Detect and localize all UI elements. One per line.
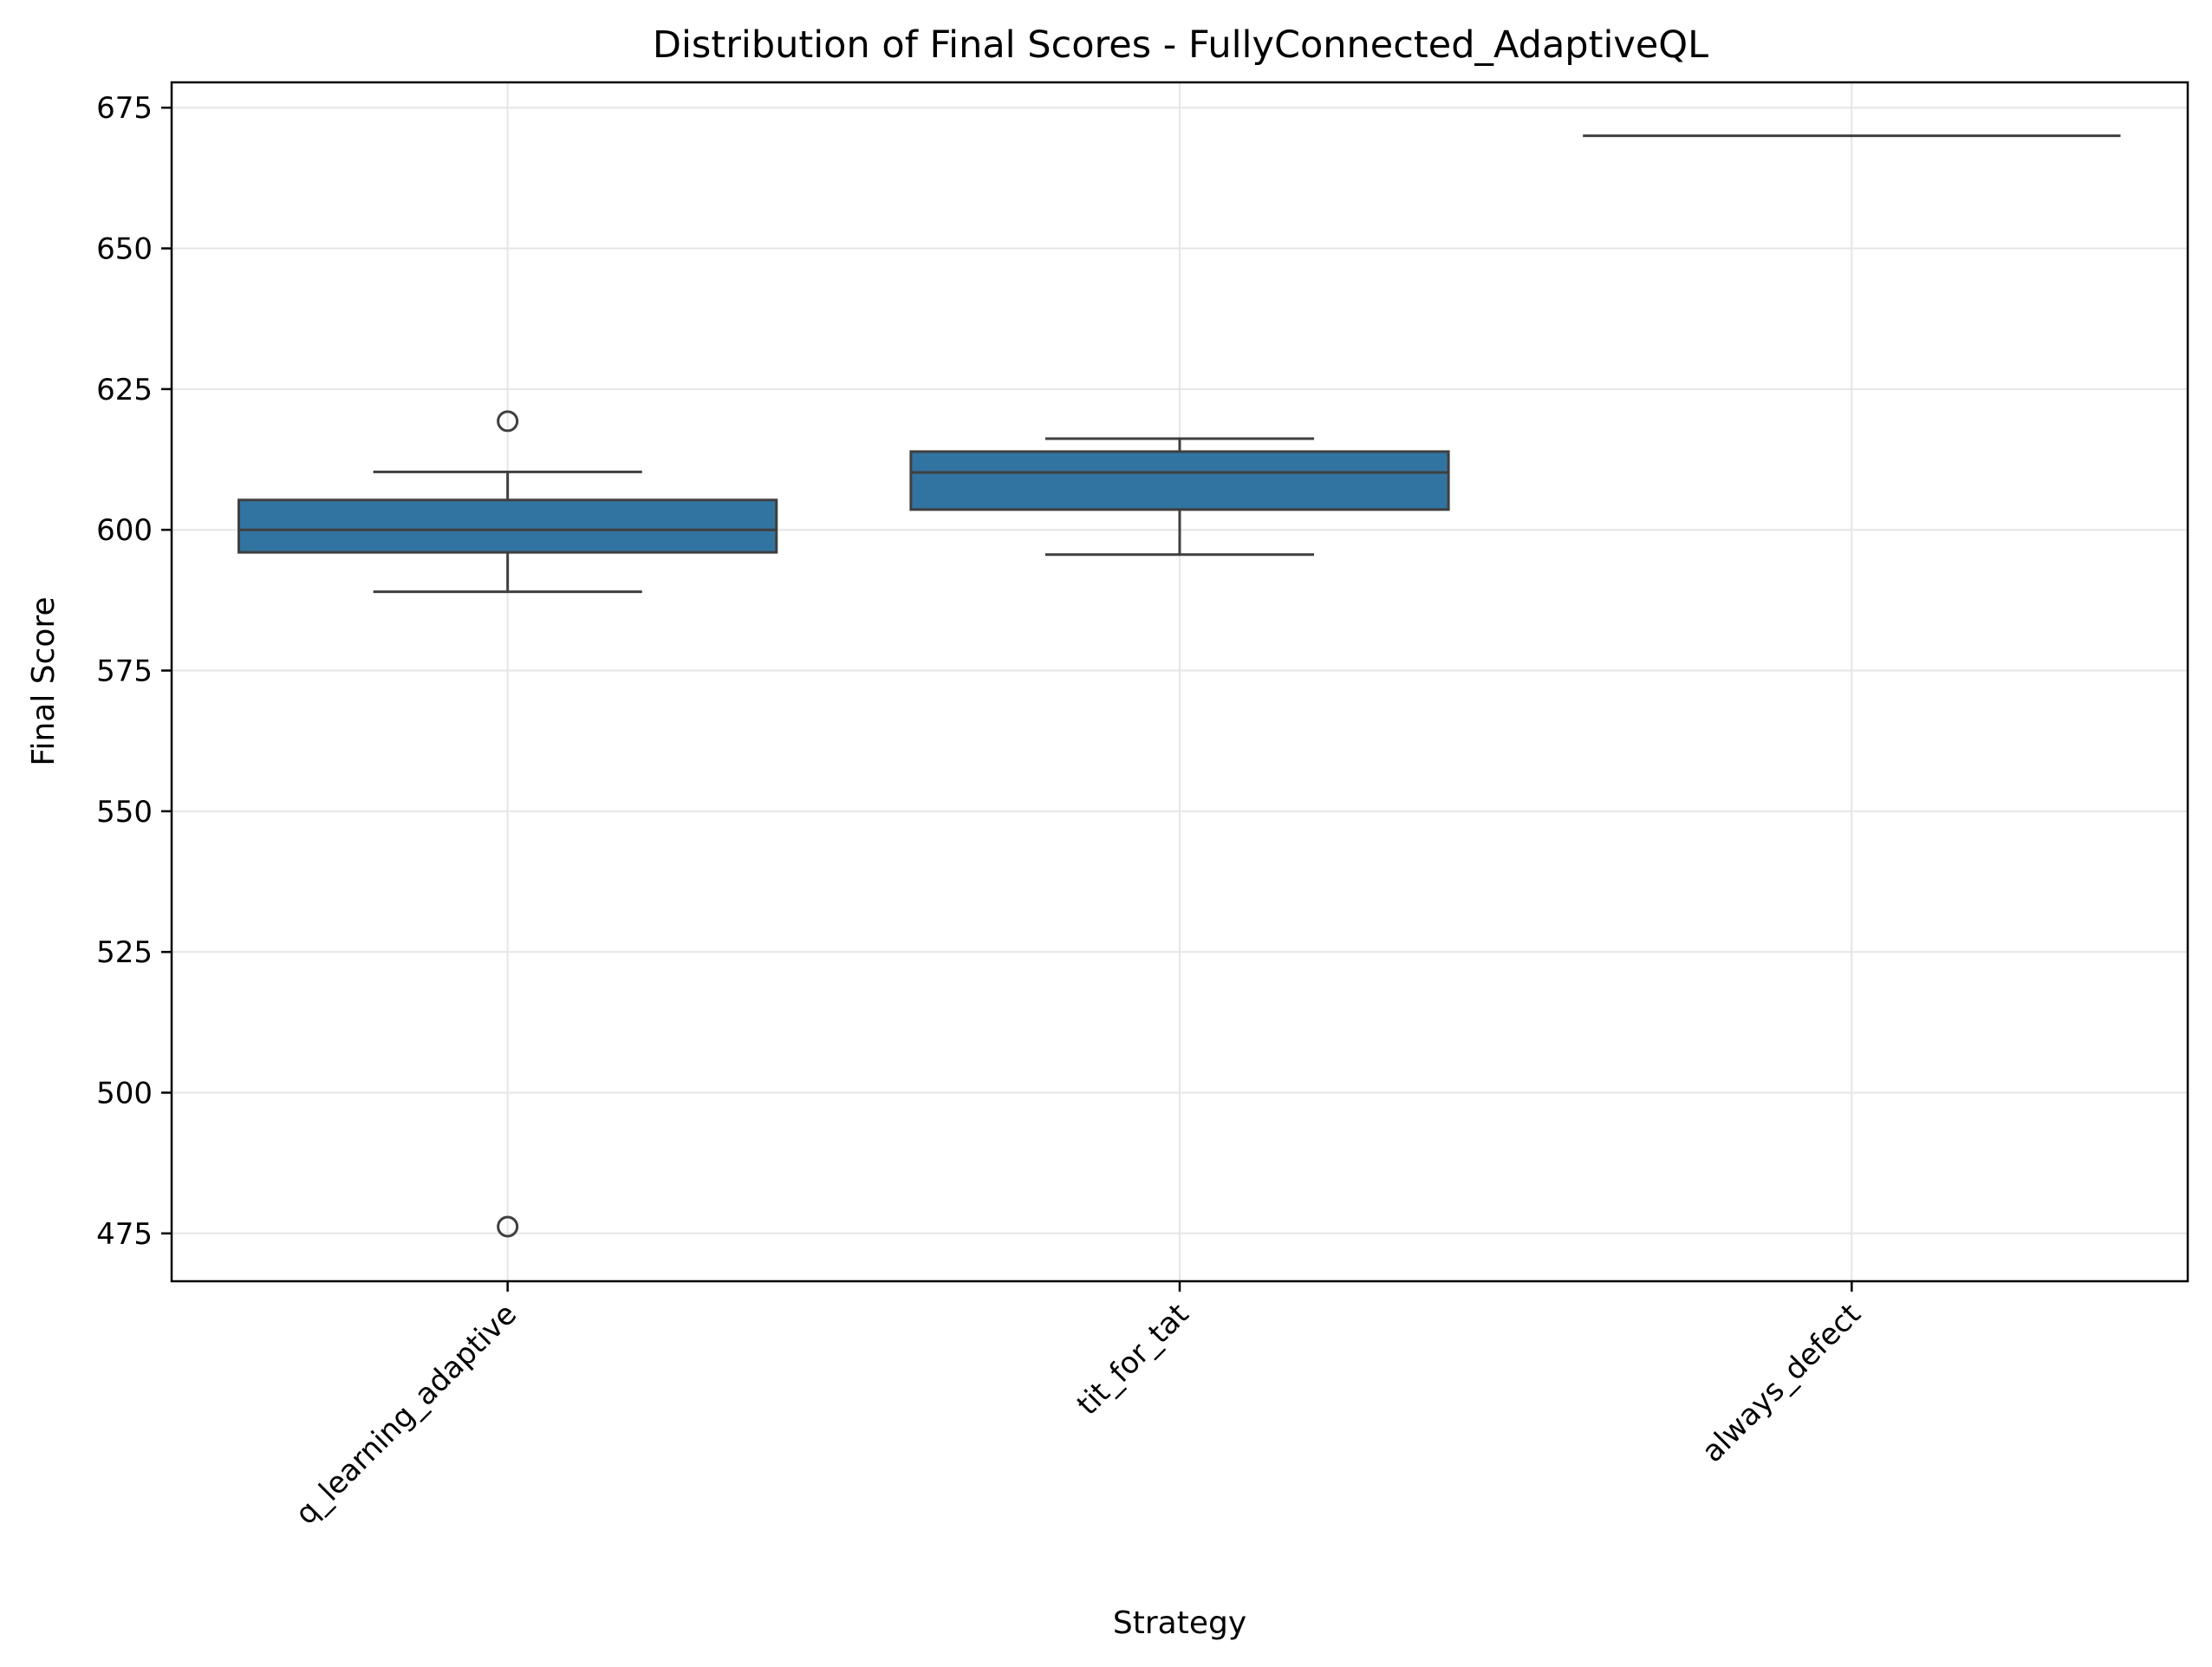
- y-tick-label: 625: [96, 373, 153, 407]
- box-iqr: [237, 498, 778, 554]
- chart-title: Distribution of Final Scores - FullyConn…: [653, 23, 1708, 67]
- x-axis-title: Strategy: [1113, 1605, 1246, 1641]
- y-tick-label: 675: [96, 91, 153, 126]
- y-axis-title: Final Score: [26, 596, 62, 765]
- box-series: [237, 134, 2121, 1238]
- y-tick-label: 650: [96, 232, 153, 267]
- box-group-tit_for_tat: [909, 437, 1450, 557]
- x-tick-label: always_defect: [1695, 1297, 1868, 1469]
- x-tick-label: q_learning_adaptive: [289, 1297, 524, 1532]
- y-tick-label: 600: [96, 513, 153, 548]
- y-tick-label: 500: [96, 1076, 153, 1110]
- y-tick-label: 550: [96, 795, 153, 830]
- outlier-point: [497, 1215, 519, 1238]
- y-tick-label: 525: [96, 935, 153, 970]
- y-tick-label: 575: [96, 654, 153, 689]
- grid-lines: [172, 82, 2188, 1281]
- box-group-q_learning_adaptive: [237, 410, 778, 1238]
- box-iqr: [909, 450, 1450, 511]
- outlier-point: [497, 410, 519, 433]
- x-tick-label: tit_for_tat: [1070, 1297, 1196, 1423]
- y-tick-label: 475: [96, 1217, 153, 1252]
